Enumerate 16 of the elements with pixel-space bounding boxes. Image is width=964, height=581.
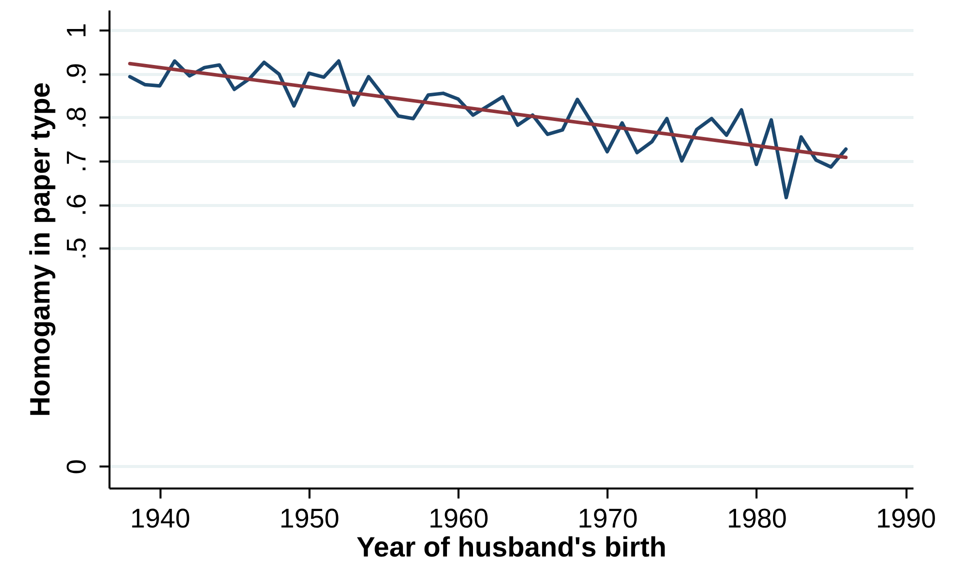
- x-tick-label: 1960: [428, 504, 489, 534]
- y-tick-label: 1: [62, 23, 92, 38]
- y-tick-label: .8: [62, 106, 92, 130]
- y-tick-label: .5: [62, 237, 92, 260]
- y-tick-label: .7: [62, 150, 92, 173]
- x-axis-title: Year of husband's birth: [356, 532, 667, 562]
- y-tick-label: .9: [62, 62, 92, 86]
- line-series: [128, 59, 848, 200]
- y-tick-label: .6: [62, 194, 92, 216]
- x-tick-label: 1940: [130, 504, 190, 534]
- x-tick-label: 1990: [876, 504, 936, 534]
- y-axis-title: Homogamy in paper type: [24, 82, 56, 417]
- y-tick-label: 0: [62, 459, 92, 474]
- x-tick-label: 1970: [578, 504, 638, 534]
- x-tick-label: 1980: [726, 504, 787, 534]
- x-tick-label: 1950: [279, 504, 340, 534]
